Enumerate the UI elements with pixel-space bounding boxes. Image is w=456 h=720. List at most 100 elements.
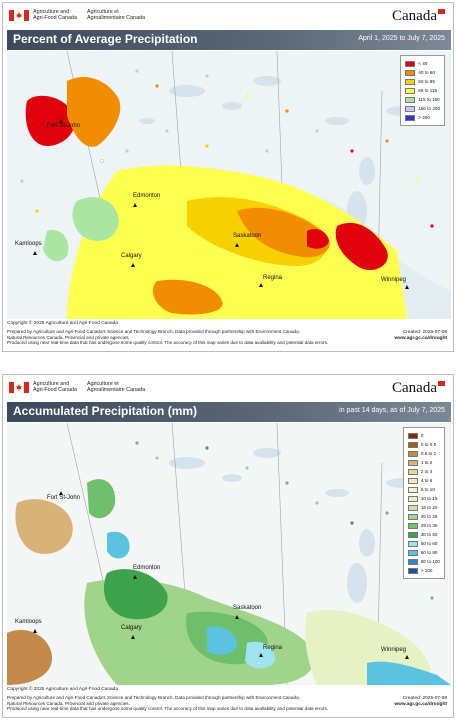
map-legend: 0 0 to 0.5 0.5 to 1 1 to 2 2 to 4 4 to 6 6 to …: [402, 427, 445, 579]
legend-entry: 80 to 100: [407, 557, 440, 566]
legend-entry: 0.5 to 1: [407, 449, 440, 458]
canada-flag-icon: [9, 382, 29, 393]
city-label-saskatoon: Saskatoon: [233, 605, 262, 611]
legend-swatch: [407, 441, 418, 448]
legend-swatch: [405, 69, 416, 76]
legend-label: 40 to 60: [418, 70, 435, 75]
accumulated-precip-map-panel: Agriculture and Agri-Food Canada Agricult…: [2, 374, 454, 718]
legend-entry: 150 to 200: [405, 104, 440, 113]
legend-label: 60 to 80: [420, 550, 438, 555]
legend-swatch: [407, 549, 418, 556]
legend-swatch: [405, 87, 416, 94]
city-label-calgary: Calgary: [121, 625, 142, 631]
legend-label: 2 to 4: [420, 469, 433, 474]
created-info: Created: 2025-07-08 www.agr.gc.ca/drough…: [394, 696, 447, 707]
legend-entry: 2 to 4: [407, 467, 440, 476]
map-legend: < 40 40 to 60 60 to 85 85 to 115 115 to 150 1…: [400, 55, 445, 126]
legend-label: 115 to 150: [418, 97, 440, 102]
city-label-regina: Regina: [263, 645, 283, 651]
legend-entry: 30 to 50: [407, 530, 440, 539]
legend-label: 0 to 0.5: [420, 442, 437, 447]
legend-swatch: [407, 477, 418, 484]
legend-label: 80 to 100: [420, 559, 440, 564]
map-title: Percent of Average Precipitation: [13, 32, 198, 46]
department-name-en: Agriculture and Agri-Food Canada: [33, 381, 78, 393]
department-name-en: Agriculture and Agri-Food Canada: [33, 9, 78, 21]
map-title-bar: Accumulated Precipitation (mm) in past 1…: [7, 402, 451, 422]
legend-swatch: [407, 540, 418, 547]
created-info: Created: 2025-07-08 www.agr.gc.ca/drough…: [394, 330, 447, 341]
legend-label: 10 to 15: [420, 496, 438, 501]
legend-label: 0: [420, 433, 424, 438]
legend-entry: 0 to 0.5: [407, 440, 440, 449]
legend-label: 30 to 50: [420, 532, 438, 537]
legend-swatch: [407, 432, 418, 439]
legend-swatch: [407, 459, 418, 466]
city-label-fort-st-john: Fort St-John: [47, 495, 81, 501]
legend-entry: 85 to 115: [405, 86, 440, 95]
legend-swatch: [405, 60, 416, 67]
legend-entry: > 200: [405, 113, 440, 122]
legend-entry: 40 to 60: [405, 68, 440, 77]
city-label-winnipeg: Winnipeg: [381, 277, 407, 283]
legend-label: 4 to 6: [420, 478, 433, 483]
legend-swatch: [405, 105, 416, 112]
legend-swatch: [407, 531, 418, 538]
legend-label: < 40: [418, 61, 428, 66]
legend-entry: 15 to 20: [407, 503, 440, 512]
map-date-range: in past 14 days, as of July 7, 2025: [339, 407, 445, 414]
legend-entry: 1 to 2: [407, 458, 440, 467]
city-label-fort-st-john: Fort St-John: [47, 123, 81, 129]
legend-label: 6 to 10: [420, 487, 435, 492]
legend-swatch: [405, 78, 416, 85]
legend-label: 1 to 2: [420, 460, 433, 465]
city-label-edmonton: Edmonton: [133, 565, 161, 571]
legend-entry: 0: [407, 431, 440, 440]
legend-label: > 100: [420, 568, 433, 573]
copyright-text: Copyright © 2025 Agriculture and Agri-Fo…: [7, 687, 118, 692]
legend-label: 150 to 200: [418, 106, 440, 111]
city-label-winnipeg: Winnipeg: [381, 647, 407, 653]
legend-swatch: [407, 558, 418, 565]
legend-entry: 10 to 15: [407, 494, 440, 503]
map-graphic: [7, 51, 451, 319]
legend-label: 60 to 85: [418, 79, 435, 84]
drought-url: www.agr.gc.ca/drought: [394, 335, 447, 341]
copyright-text: Copyright © 2025 Agriculture and Agri-Fo…: [7, 321, 118, 326]
percent-average-map-panel: Agriculture and Agri-Food Canada Agricult…: [2, 2, 454, 352]
gov-header: Agriculture and Agri-Food Canada Agricult…: [3, 3, 453, 29]
legend-entry: 115 to 150: [405, 95, 440, 104]
canada-wordmark: Canada: [392, 380, 445, 397]
legend-swatch: [407, 522, 418, 529]
city-label-kamloops: Kamloops: [15, 619, 42, 625]
legend-entry: 50 to 60: [407, 539, 440, 548]
legend-swatch: [405, 114, 416, 121]
legend-entry: 20 to 25: [407, 512, 440, 521]
legend-swatch: [407, 468, 418, 475]
legend-label: 15 to 20: [420, 505, 438, 510]
legend-swatch: [407, 513, 418, 520]
map-credits: Prepared by Agriculture and Agri-Food Ca…: [7, 329, 329, 346]
legend-swatch: [405, 96, 416, 103]
legend-entry: > 100: [407, 566, 440, 575]
legend-label: 25 to 30: [420, 523, 438, 528]
legend-swatch: [407, 567, 418, 574]
legend-swatch: [407, 486, 418, 493]
legend-entry: 4 to 6: [407, 476, 440, 485]
legend-label: 50 to 60: [420, 541, 438, 546]
drought-url: www.agr.gc.ca/drought: [394, 701, 447, 707]
legend-entry: 60 to 85: [405, 77, 440, 86]
legend-entry: < 40: [405, 59, 440, 68]
legend-swatch: [407, 504, 418, 511]
legend-label: 20 to 25: [420, 514, 438, 519]
city-label-edmonton: Edmonton: [133, 193, 161, 199]
city-label-kamloops: Kamloops: [15, 241, 42, 247]
legend-entry: 25 to 30: [407, 521, 440, 530]
legend-label: > 200: [418, 115, 430, 120]
department-name-fr: Agriculture et Agroalimentaire Canada: [87, 9, 146, 21]
precipitation-map: < 40 40 to 60 60 to 85 85 to 115 115 to 150 1…: [7, 51, 451, 319]
gov-header: Agriculture and Agri-Food Canada Agricult…: [3, 375, 453, 401]
canada-wordmark: Canada: [392, 8, 445, 25]
legend-label: 0.5 to 1: [420, 451, 437, 456]
legend-label: 85 to 115: [418, 88, 438, 93]
